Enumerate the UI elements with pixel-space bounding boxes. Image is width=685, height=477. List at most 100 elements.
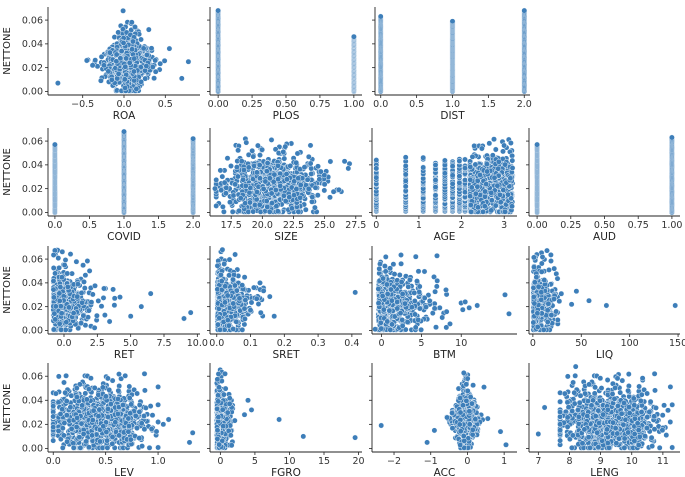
data-point: [491, 136, 497, 143]
x-tick-label: 1.5: [151, 220, 166, 231]
x-tick-label: 22.5: [283, 220, 304, 231]
data-point: [402, 162, 409, 169]
data-point: [507, 175, 514, 182]
data-point: [224, 155, 231, 162]
data-point: [309, 194, 316, 201]
y-tick-label: 0.06: [22, 136, 43, 147]
data-point: [185, 58, 192, 65]
x-tick-label: 0.0: [209, 338, 224, 349]
x-axis-label: COVID: [107, 231, 141, 243]
data-point: [115, 29, 122, 36]
panel-covid: 0.0 0.5 1.0 1.5 2.0COVID0.000.020.040.06NETT…: [2, 128, 201, 243]
data-point: [108, 76, 115, 83]
data-point: [70, 310, 77, 317]
data-point: [59, 248, 66, 255]
x-axis-label: AUD: [593, 231, 616, 243]
data-point: [266, 175, 273, 182]
data-point: [502, 208, 508, 215]
data-point: [85, 307, 92, 314]
data-point: [235, 147, 242, 154]
data-point: [316, 176, 323, 183]
data-point: [468, 184, 475, 191]
x-tick-label: 1.00: [343, 99, 364, 110]
data-point: [231, 271, 237, 278]
data-point: [271, 171, 278, 178]
data-point: [105, 68, 112, 75]
data-point: [321, 181, 328, 188]
data-point: [321, 187, 328, 194]
data-point: [240, 167, 247, 173]
data-point: [231, 282, 238, 289]
y-axis-label: NETTONE: [2, 266, 13, 314]
data-point: [218, 187, 225, 194]
x-tick-label: 0.0: [373, 99, 388, 110]
data-point: [373, 165, 380, 172]
data-point: [122, 84, 129, 91]
data-point: [222, 283, 229, 290]
data-point: [120, 7, 127, 14]
data-point: [402, 171, 409, 178]
data-point: [56, 320, 63, 327]
data-point: [98, 303, 105, 310]
data-point: [230, 300, 237, 307]
data-point: [327, 194, 333, 201]
data-point: [293, 186, 300, 193]
data-point: [472, 161, 479, 168]
data-point: [217, 167, 224, 174]
data-point: [50, 265, 57, 271]
data-point: [101, 62, 107, 69]
data-point: [74, 293, 81, 300]
data-point: [86, 267, 93, 274]
data-point: [474, 183, 481, 190]
data-point: [486, 140, 493, 147]
data-point: [433, 324, 439, 331]
data-point: [456, 173, 463, 180]
data-point: [79, 299, 86, 306]
data-point: [239, 282, 246, 289]
x-tick-label: 1.00: [661, 220, 682, 231]
y-tick-label: 0.06: [22, 15, 43, 26]
data-point: [78, 289, 85, 296]
x-tick-label: 2.5: [90, 338, 105, 349]
data-point: [468, 208, 475, 215]
x-tick-label: 0.0: [116, 99, 131, 110]
y-tick-label: 0.00: [22, 87, 43, 98]
data-point: [247, 307, 254, 314]
data-point: [240, 176, 247, 183]
data-point: [97, 77, 104, 84]
data-point: [277, 182, 284, 189]
data-point: [302, 206, 309, 213]
data-point: [95, 297, 102, 304]
data-point: [509, 203, 515, 210]
data-point: [482, 188, 489, 195]
data-point: [495, 158, 502, 165]
data-point: [120, 26, 126, 33]
data-point: [80, 312, 87, 319]
data-point: [243, 139, 250, 146]
x-tick-label: 20.0: [252, 220, 273, 231]
data-point: [237, 195, 244, 202]
data-point: [257, 175, 263, 182]
data-point: [472, 190, 479, 197]
y-tick-label: 0.04: [22, 278, 43, 289]
data-point: [293, 159, 300, 166]
data-point: [213, 202, 220, 209]
data-point: [111, 302, 118, 309]
data-point: [330, 188, 337, 195]
data-point: [57, 303, 64, 310]
data-point: [271, 313, 278, 320]
data-point: [259, 146, 266, 153]
x-tick-label: 0.25: [560, 220, 581, 231]
points-btm: [372, 252, 512, 333]
data-point: [224, 292, 231, 299]
data-point: [226, 256, 233, 263]
data-point: [246, 189, 253, 196]
data-point: [273, 203, 280, 210]
data-point: [297, 182, 304, 188]
data-point: [64, 270, 71, 277]
x-axis-label: ROA: [113, 110, 136, 122]
data-point: [219, 173, 226, 180]
data-point: [228, 163, 234, 169]
